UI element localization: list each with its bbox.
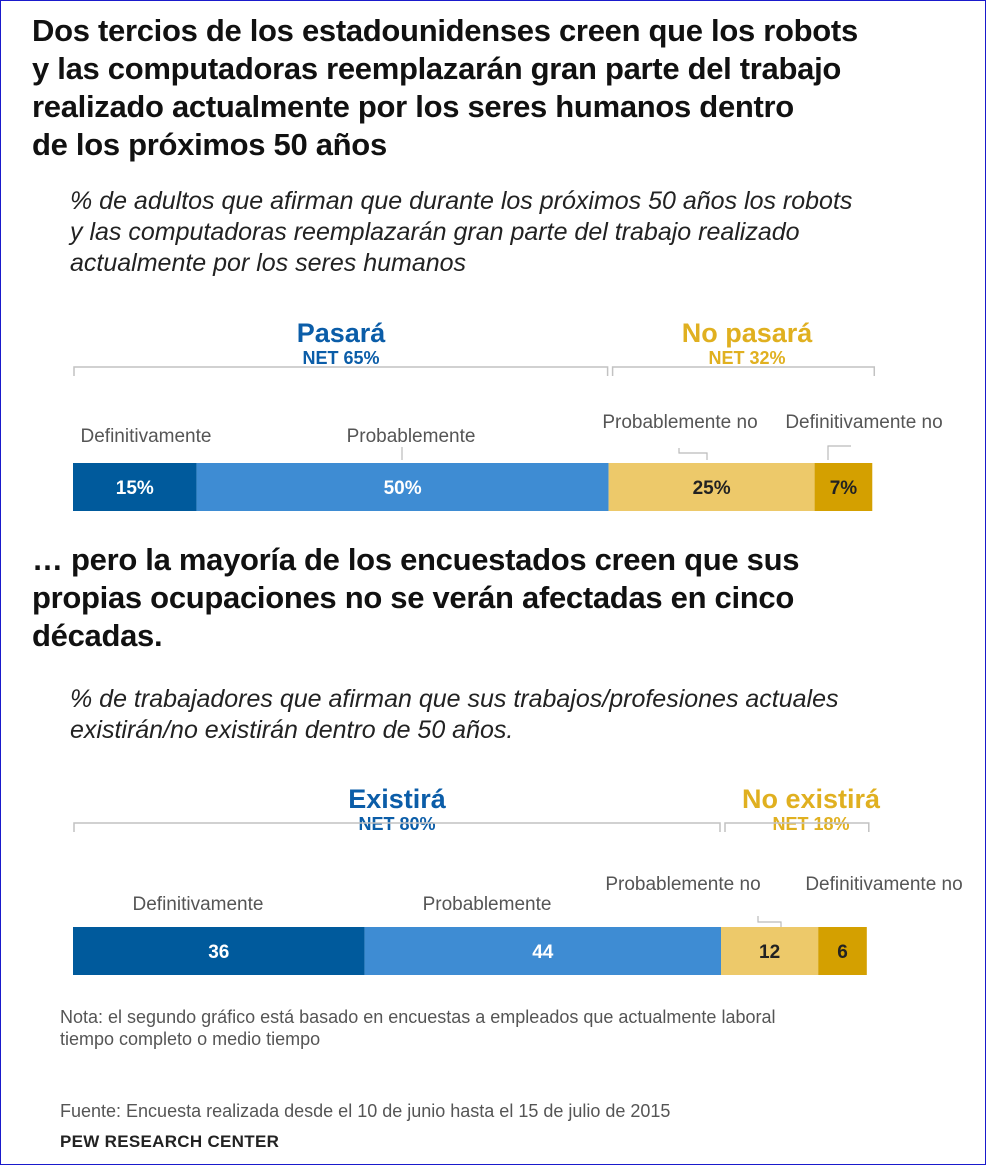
bar-segment xyxy=(721,927,819,975)
bracket-group-2 xyxy=(724,822,870,832)
title-line: décadas. xyxy=(32,618,163,653)
chart-title: Dos tercios de los estadounidenses creen… xyxy=(32,12,972,164)
leader-line xyxy=(678,448,708,460)
data-label: 12 xyxy=(759,942,780,963)
category-label: Definitivamente xyxy=(80,426,212,447)
subtitle-line: y las computadoras reemplazarán gran par… xyxy=(70,218,800,246)
category-label: Definitivamente xyxy=(132,894,264,915)
data-label: 50% xyxy=(384,478,422,499)
category-label: Probablemente xyxy=(346,426,476,447)
data-label: 7% xyxy=(830,478,858,499)
group-net: NET 65% xyxy=(302,348,380,368)
subtitle-1: % de adultos que afirman que durante los… xyxy=(70,186,852,279)
title-line: de los próximos 50 años xyxy=(32,127,387,162)
group-header-pasara: Pasará NET 65% xyxy=(236,318,446,368)
group-net: NET 80% xyxy=(358,814,436,834)
data-label: 36 xyxy=(208,942,229,963)
bar-segment xyxy=(73,927,365,975)
title-line: realizado actualmente por los seres huma… xyxy=(32,89,794,124)
bar-segment xyxy=(814,463,873,511)
data-label: 25% xyxy=(693,478,731,499)
brand-logo: PEW RESEARCH CENTER xyxy=(60,1132,280,1151)
bracket-group-1 xyxy=(73,366,609,376)
title-line: Dos tercios de los estadounidenses creen… xyxy=(32,13,858,48)
leader-line xyxy=(757,916,782,927)
bracket-group-2 xyxy=(611,366,876,376)
bar-segment xyxy=(73,463,197,511)
source: Fuente: Encuesta realizada desde el 10 d… xyxy=(60,1101,671,1121)
category-label: Probablemente no xyxy=(602,412,758,433)
subtitle-line: actualmente por los seres humanos xyxy=(70,249,467,277)
group-net: NET 18% xyxy=(772,814,850,834)
group-name: No existirá xyxy=(741,784,881,814)
chart-title-2: … pero la mayoría de los encuestados cre… xyxy=(32,541,932,655)
bar-segment xyxy=(196,463,609,511)
category-label: Definitivamente no xyxy=(785,412,943,433)
group-name: Pasará xyxy=(296,318,386,348)
category-label: Probablemente xyxy=(422,894,552,915)
group-name: Existirá xyxy=(348,784,446,814)
title-line: y las computadoras reemplazarán gran par… xyxy=(32,51,842,86)
group-header-no-existira: No existirá NET 18% xyxy=(706,784,916,834)
subtitle-line: existirán/no existirán dentro de 50 años… xyxy=(70,716,514,744)
group-net: NET 32% xyxy=(708,348,786,368)
category-label: Definitivamente no xyxy=(805,874,963,895)
subtitle-line: % de trabajadores que afirman que sus tr… xyxy=(70,685,839,713)
data-label: 6 xyxy=(837,942,848,963)
leader-line xyxy=(827,445,851,460)
note-line: Nota: el segundo gráfico está basado en … xyxy=(60,1007,776,1027)
bar-segment xyxy=(818,927,867,975)
data-label: 15% xyxy=(116,478,154,499)
bar-segment xyxy=(364,927,721,975)
bar-segment xyxy=(608,463,815,511)
data-label: 44 xyxy=(532,942,554,963)
bracket-group-1 xyxy=(73,822,721,832)
subtitle-2: % de trabajadores que afirman que sus tr… xyxy=(70,684,839,746)
subtitle-line: % de adultos que afirman que durante los… xyxy=(70,187,853,215)
title-line: … pero la mayoría de los encuestados cre… xyxy=(32,542,800,577)
group-name: No pasará xyxy=(681,318,813,348)
group-header-existira: Existirá NET 80% xyxy=(292,784,502,834)
group-header-no-pasara: No pasará NET 32% xyxy=(642,318,852,368)
note: Nota: el segundo gráfico está basado en … xyxy=(60,1006,775,1050)
category-label: Probablemente no xyxy=(605,874,761,895)
note-line: tiempo completo o medio tiempo xyxy=(60,1029,321,1049)
title-line: propias ocupaciones no se verán afectada… xyxy=(32,580,794,615)
